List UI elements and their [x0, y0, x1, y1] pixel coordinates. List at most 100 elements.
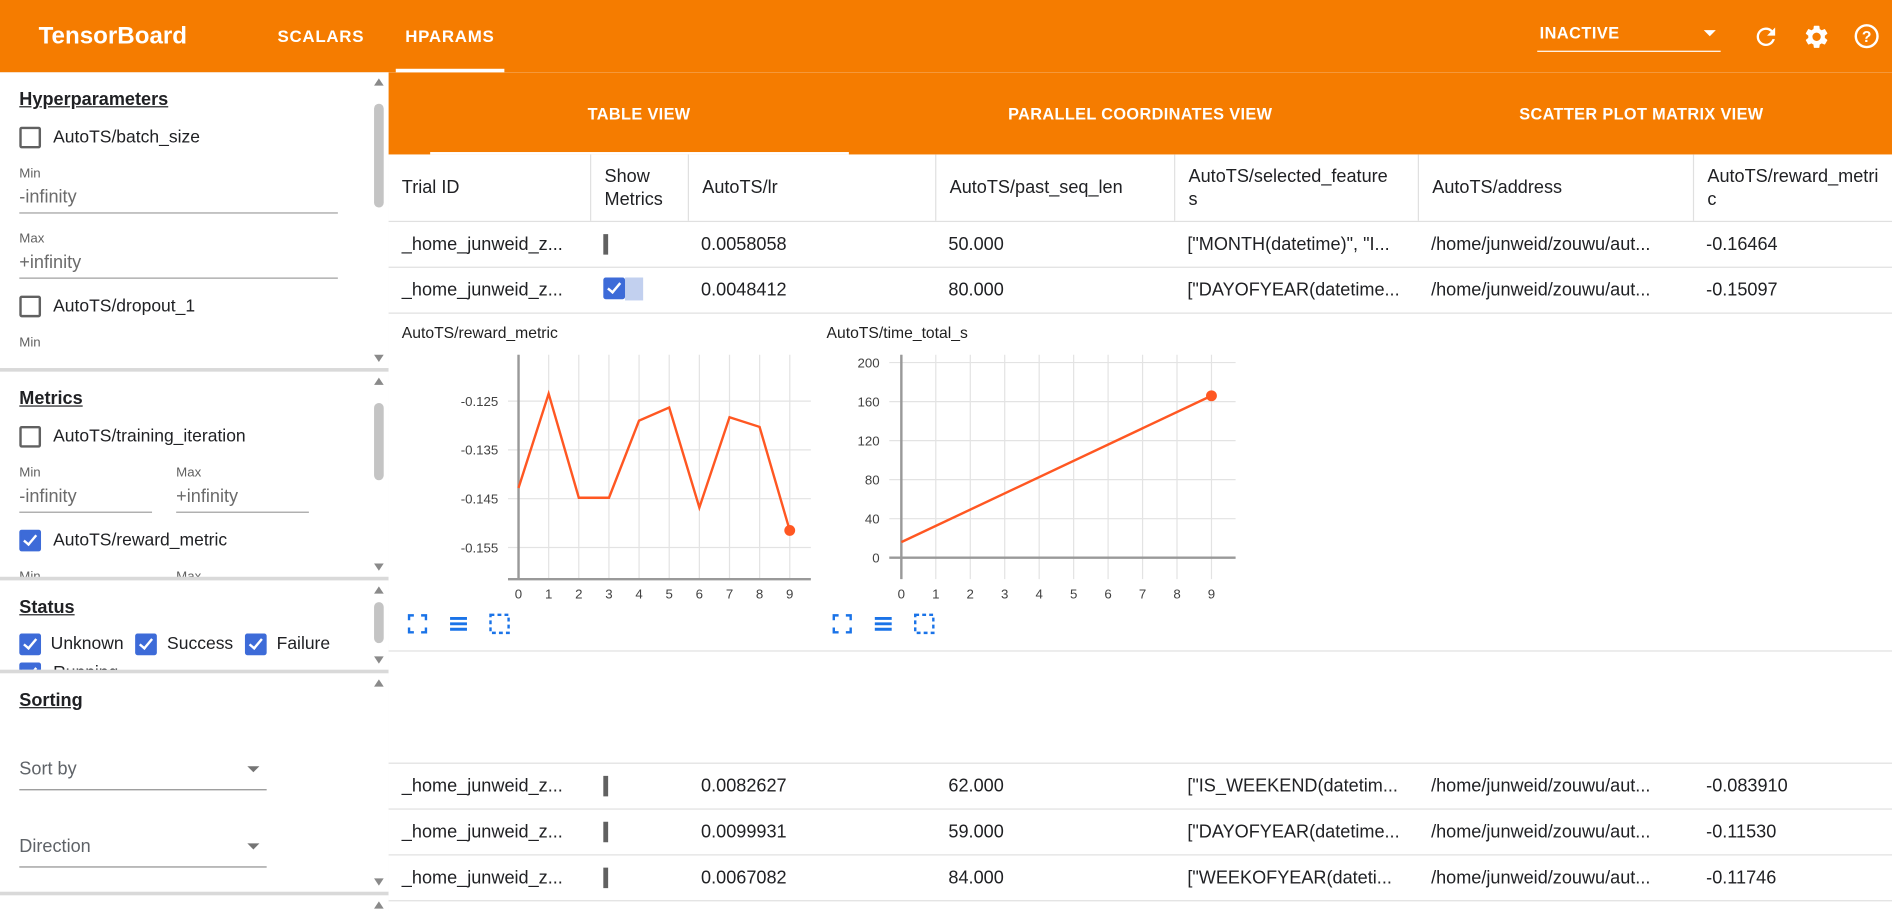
svg-text:8: 8 — [1173, 586, 1180, 601]
tab-parallel-coordinates-view[interactable]: PARALLEL COORDINATES VIEW — [1008, 104, 1273, 123]
svg-text:-0.125: -0.125 — [461, 394, 499, 409]
hparam-batch-size-row[interactable]: AutoTS/batch_size — [19, 126, 369, 149]
sort-by-value: Sort by — [19, 758, 77, 780]
list-icon[interactable] — [872, 613, 894, 635]
run-status-dropdown[interactable]: INACTIVE — [1537, 21, 1721, 52]
fullscreen-icon[interactable] — [831, 613, 853, 635]
show-metrics-checkbox[interactable] — [603, 775, 609, 797]
table-row[interactable]: _home_junweid_z... 0.0082627 62.000 ["IS… — [388, 764, 1892, 810]
trial-id-cell: _home_junweid_z... — [401, 279, 563, 301]
col-selected-features: AutoTS/selected_features — [1174, 154, 1418, 221]
direction-select[interactable]: Direction — [19, 829, 267, 868]
address-cell: /home/junweid/zouwu/aut... — [1431, 775, 1651, 797]
help-icon[interactable]: ? — [1851, 21, 1882, 52]
tab-scatter-plot-matrix-view[interactable]: SCATTER PLOT MATRIX VIEW — [1519, 104, 1764, 123]
run-status-value: INACTIVE — [1539, 23, 1620, 42]
checkbox-icon[interactable] — [19, 529, 42, 552]
show-metrics-checkbox[interactable] — [603, 821, 609, 843]
table-row[interactable]: _home_junweid_z... 0.0099931 59.000 ["DA… — [388, 810, 1892, 856]
max-input[interactable]: +infinity — [176, 480, 309, 513]
col-trial-id: Trial ID — [401, 177, 460, 198]
selected-features-cell: ["MONTH(datetime)", "I... — [1187, 234, 1390, 255]
chevron-down-icon — [1703, 29, 1716, 36]
scroll-up-icon[interactable] — [374, 679, 384, 687]
checkbox-icon[interactable] — [19, 633, 42, 656]
max-input[interactable]: +infinity — [19, 246, 338, 279]
tab-scalars[interactable]: SCALARS — [277, 26, 365, 46]
time-total-line-chart[interactable]: 0 40 80 120 160 200 0 1 2 3 4 5 6 7 8 9 — [827, 345, 1243, 606]
svg-text:-0.135: -0.135 — [461, 443, 499, 458]
scrollbar[interactable] — [373, 898, 386, 909]
reward-metric-chart-block: AutoTS/reward_metric -0.125 -0.135 -0.145-… — [402, 314, 827, 651]
table-row[interactable]: _home_junweid_z... 0.0058058 50.000 ["MO… — [388, 222, 1892, 268]
svg-text:160: 160 — [857, 394, 879, 409]
status-unknown[interactable]: Unknown — [19, 633, 124, 656]
metric-training-iteration-row[interactable]: AutoTS/training_iteration — [19, 425, 369, 448]
empty-gap — [388, 652, 1892, 764]
settings-icon[interactable] — [1800, 21, 1831, 52]
tab-table-view[interactable]: TABLE VIEW — [389, 72, 890, 154]
min-input[interactable]: -infinity — [19, 480, 153, 513]
min-input[interactable]: -infinity — [19, 181, 338, 214]
scroll-down-icon[interactable] — [374, 563, 384, 571]
show-metrics-checkbox[interactable] — [603, 234, 609, 255]
svg-text:5: 5 — [666, 586, 673, 601]
status-running[interactable]: Running — [19, 662, 369, 670]
scroll-down-icon[interactable] — [374, 354, 384, 362]
chart-actions — [827, 613, 1252, 635]
refresh-icon[interactable] — [1750, 21, 1781, 52]
checkbox-icon[interactable] — [19, 662, 42, 670]
svg-text:9: 9 — [1208, 586, 1215, 601]
svg-text:1: 1 — [932, 586, 939, 601]
show-metrics-checkbox[interactable] — [603, 867, 609, 889]
checkbox-icon[interactable] — [19, 425, 42, 448]
scrollbar-thumb[interactable] — [374, 103, 384, 208]
max-label: Max — [176, 569, 202, 577]
chart-title: AutoTS/reward_metric — [401, 323, 558, 342]
status-success[interactable]: Success — [135, 633, 233, 656]
selected-features-cell: ["WEEKOFYEAR(dateti... — [1187, 867, 1392, 889]
svg-text:4: 4 — [1035, 586, 1042, 601]
scroll-up-icon[interactable] — [374, 78, 384, 86]
max-label: Max — [176, 465, 202, 481]
scroll-up-icon[interactable] — [374, 377, 384, 385]
tab-hparams[interactable]: HPARAMS — [385, 0, 515, 73]
table-row[interactable]: _home_junweid_z... 0.0048412 80.000 ["DA… — [388, 268, 1892, 314]
metrics-panel: Metrics AutoTS/training_iteration Min Ma… — [0, 371, 389, 577]
scrollbar-thumb[interactable] — [374, 403, 384, 481]
table-row[interactable]: _home_junweid_z... 0.0067082 84.000 ["WE… — [388, 856, 1892, 902]
list-icon[interactable] — [448, 613, 470, 635]
sort-by-select[interactable]: Sort by — [19, 752, 267, 791]
hyperparameters-heading: Hyperparameters — [19, 89, 169, 110]
scroll-up-icon[interactable] — [374, 586, 384, 594]
col-show-metrics: Show Metrics — [590, 154, 688, 221]
scrollbar[interactable] — [373, 374, 386, 574]
status-failure[interactable]: Failure — [245, 633, 330, 656]
scroll-up-icon[interactable] — [374, 901, 384, 909]
fullscreen-icon[interactable] — [407, 613, 429, 635]
show-metrics-checkbox[interactable] — [603, 276, 626, 299]
checkbox-icon[interactable] — [245, 633, 267, 656]
scrollbar[interactable] — [373, 583, 386, 667]
checkbox-icon[interactable] — [19, 295, 42, 318]
scrollbar[interactable] — [373, 75, 386, 366]
hparam-dropout-row[interactable]: AutoTS/dropout_1 — [19, 295, 369, 318]
checkbox-icon[interactable] — [135, 633, 158, 656]
scrollbar[interactable] — [373, 676, 386, 890]
sorting-heading: Sorting — [19, 690, 83, 711]
scroll-down-icon[interactable] — [374, 656, 384, 664]
metric-label: AutoTS/training_iteration — [53, 427, 246, 447]
col-address: AutoTS/address — [1417, 154, 1693, 221]
metric-reward-metric-row[interactable]: AutoTS/reward_metric — [19, 529, 369, 552]
lr-cell: 0.0067082 — [701, 867, 787, 889]
svg-text:0: 0 — [872, 551, 879, 566]
scroll-down-icon[interactable] — [374, 878, 384, 886]
lr-cell: 0.0082627 — [701, 775, 787, 797]
checkbox-icon[interactable] — [19, 126, 42, 149]
scrollbar-thumb[interactable] — [374, 602, 384, 644]
reward-metric-line-chart[interactable]: -0.125 -0.135 -0.145 -0.155 0 1 2 3 4 5 6 7 8 9 — [402, 345, 818, 606]
selection-box-icon[interactable] — [913, 613, 935, 635]
selection-box-icon[interactable] — [489, 613, 511, 635]
min-label: Min — [19, 569, 41, 577]
